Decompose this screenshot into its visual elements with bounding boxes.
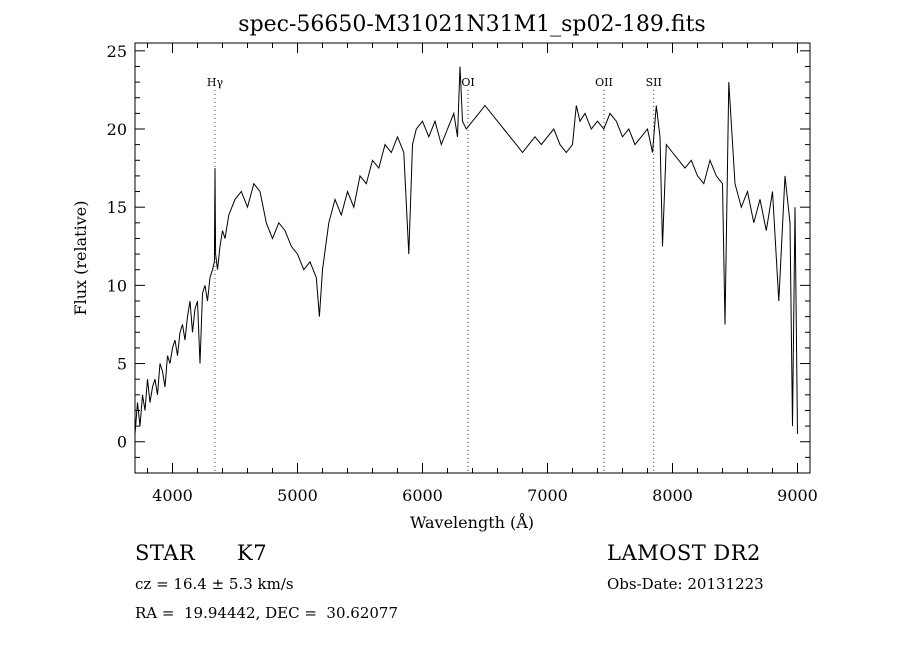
- redshift-text: cz = 16.4 ± 5.3 km/s: [135, 575, 294, 593]
- plot-frame: [134, 42, 811, 474]
- spectral-subclass: K7: [237, 541, 268, 565]
- y-tick-label: 25: [107, 42, 127, 61]
- x-tick-label: 8000: [652, 486, 693, 505]
- x-tick-label: 9000: [777, 486, 818, 505]
- line-marker-label: OI: [461, 76, 474, 89]
- line-marker-label: SII: [646, 76, 662, 89]
- x-tick-label: 7000: [527, 486, 568, 505]
- y-tick-label: 10: [107, 276, 127, 295]
- chart-title: spec-56650-M31021N31M1_sp02-189.fits: [238, 12, 705, 37]
- survey-name: LAMOST DR2: [607, 541, 761, 565]
- y-tick-label: 0: [117, 433, 127, 452]
- line-marker-label: OII: [595, 76, 613, 89]
- plot-area: 4000 5000 6000 7000 8000 9000 0 5 10 15 20 25 Hγ OI OI…: [107, 42, 818, 505]
- spectrum-line: [134, 66, 798, 434]
- x-tick-label: 6000: [402, 486, 443, 505]
- x-axis-label: Wavelength (Å): [410, 512, 534, 532]
- y-tick-label: 20: [107, 120, 127, 139]
- y-axis-label: Flux (relative): [71, 201, 90, 316]
- x-tick-label: 4000: [152, 486, 193, 505]
- y-tick-label: 5: [117, 355, 127, 374]
- y-tick-label: 15: [107, 198, 127, 217]
- coordinates-text: RA = 19.94442, DEC = 30.62077: [135, 604, 399, 622]
- object-class: STAR: [135, 541, 196, 565]
- line-marker-label: Hγ: [207, 76, 224, 89]
- obs-date: Obs-Date: 20131223: [607, 575, 764, 593]
- x-tick-label: 5000: [277, 486, 318, 505]
